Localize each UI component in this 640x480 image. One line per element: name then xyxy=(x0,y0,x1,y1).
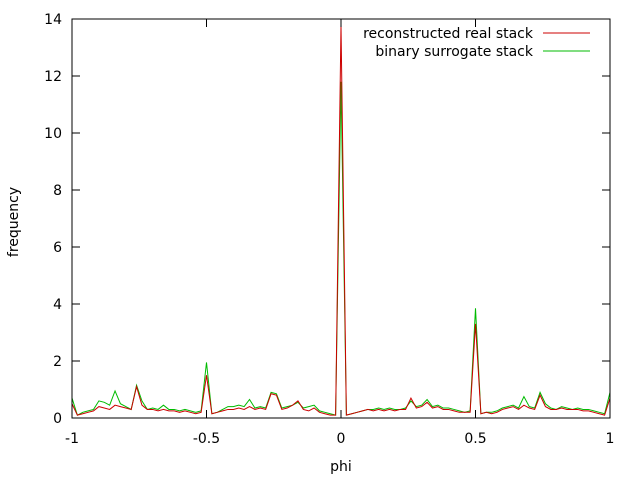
legend-item-reconstructed-real-stack: reconstructed real stack xyxy=(363,26,590,42)
y-tick-label: 14 xyxy=(44,12,62,28)
plot-frame xyxy=(71,18,611,419)
y-tick-label: 12 xyxy=(44,69,62,85)
legend: reconstructed real stack binary surrogat… xyxy=(363,26,590,60)
legend-label-reconstructed-real-stack: reconstructed real stack xyxy=(363,26,534,42)
series-line-binary-surrogate-stack xyxy=(71,81,611,416)
x-tick-label: 0.5 xyxy=(464,431,486,447)
y-tick-label: 0 xyxy=(53,411,62,427)
y-tick-label: 4 xyxy=(53,297,62,313)
x-axis-label: phi xyxy=(330,459,352,475)
y-tick-label: 10 xyxy=(44,126,62,142)
legend-item-binary-surrogate-stack: binary surrogate stack xyxy=(375,44,590,60)
y-tick-label: 6 xyxy=(53,240,62,256)
x-tick-label: -0.5 xyxy=(193,431,220,447)
x-tick-label: 0 xyxy=(337,431,346,447)
y-tick-label: 8 xyxy=(53,183,62,199)
legend-label-binary-surrogate-stack: binary surrogate stack xyxy=(375,44,533,60)
ticks-layer xyxy=(71,18,611,419)
x-tick-label: -1 xyxy=(65,431,79,447)
series-layer xyxy=(71,24,611,416)
y-tick-label: 2 xyxy=(53,354,62,370)
x-tick-label: 1 xyxy=(606,431,615,447)
y-axis-label: frequency xyxy=(6,187,22,257)
